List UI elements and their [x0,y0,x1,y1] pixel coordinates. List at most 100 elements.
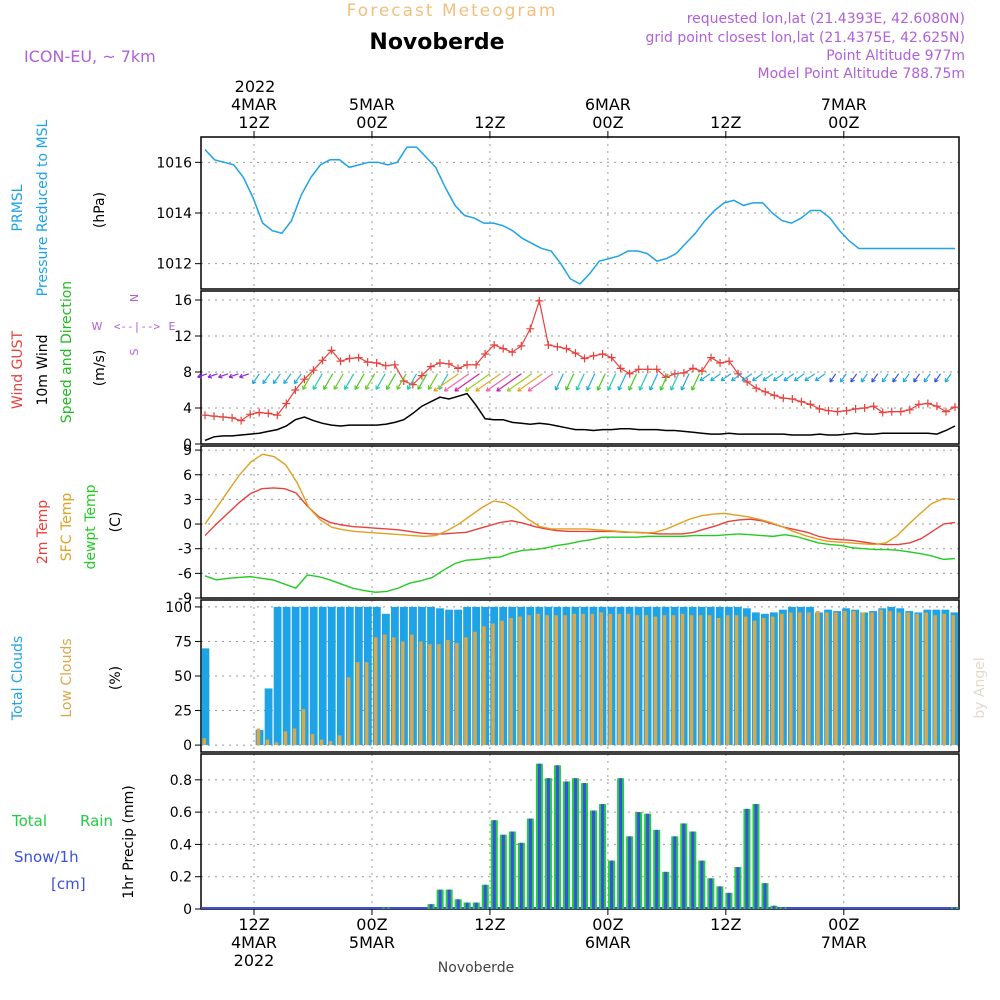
gust-marker [363,358,372,367]
low-cloud-bar [554,615,558,746]
wind-arrow-head [741,376,747,382]
snow-bar [772,905,776,909]
wind-arrow [475,373,501,392]
snow-label: Snow/1h [14,848,79,866]
gust-marker [472,360,481,369]
wind-arrow-head [783,376,789,382]
gust-marker [444,359,453,368]
y-tick-label: 1016 [156,155,192,171]
wind-arrow [302,373,313,390]
chart-top-title: Forecast Meteogram [347,1,558,21]
gust-marker [273,411,282,420]
wind-arrow [659,373,669,391]
sfctemp-label: SFC Temp [59,493,75,562]
wind-arrow-head [902,377,908,383]
compass-w: W [92,320,103,333]
wind-arrow [607,373,617,391]
panel-frame [200,753,960,910]
bottom-date-label: 6MAR [585,933,631,952]
snow-bar [736,867,740,909]
top-year-label: 2022 [235,77,276,96]
low-cloud-bar [599,612,604,746]
low-cloud-bar [346,677,351,746]
snow-bar [456,899,460,909]
wind-arrow-head [804,376,809,382]
wind-arrow [465,373,491,392]
wind-arrow [815,373,826,382]
bottom-hour-label: 12Z [710,915,741,934]
gust-marker [336,357,345,366]
y-tick-label: 6 [183,468,192,484]
wind-arrow-head [829,377,834,383]
snow-bar [564,781,568,909]
total-cloud-bar [318,606,327,746]
wind-arrow [272,373,281,384]
gust-marker [390,360,399,369]
temperature-labels: 2m Temp SFC Temp dewpt Temp (C) [35,484,124,569]
wind-arrow [680,373,690,391]
low-cloud-bar [482,626,486,746]
wind-arrow [752,373,763,382]
cloud-labels: Total Clouds Low Clouds (%) [10,636,124,721]
gust-marker [842,406,851,415]
total-cloud-bar [345,606,354,746]
wind-arrow-head [385,385,391,390]
total-label: Total [11,812,47,830]
bottom-year-label: 2022 [234,951,275,970]
low-cloud-bar [780,613,784,746]
wind-arrow-head [731,376,736,382]
y-tick-label: 0.4 [170,837,192,853]
gust-marker [670,369,679,378]
low-cloud-bar [256,728,261,746]
wind-arrow-head [433,387,438,392]
low-cloud-bar [942,613,946,746]
wind-arrow-head [628,386,633,391]
panel-frame [200,136,960,290]
wind-arrow-head [913,377,918,383]
snow-bar [429,904,433,909]
snow-bar [537,763,541,909]
wind-arrow [365,373,376,390]
low-cloud-bar [915,613,919,746]
low-cloud-bar [861,612,865,746]
snow-bar [718,886,722,909]
bottom-date-label: 7MAR [821,933,867,952]
gust-marker [851,404,860,413]
panels: 1012101410160481216-9-6-3036902550751000… [156,136,960,918]
wind-arrow [283,373,292,384]
wind-arrow [923,373,931,383]
snow-bar [610,860,614,909]
low-cloud-bar [951,615,955,746]
snow-bar [601,804,605,909]
wind-arrow-head [197,373,202,379]
wind-arrow [576,373,585,391]
wind-arrow [762,373,774,382]
wind-arrow [860,373,868,383]
y-tick-label: 9 [183,443,192,459]
wind-arrow [333,373,344,390]
snow-bar [483,884,487,909]
snow-bar [745,808,749,909]
low-cloud-bar [419,641,423,746]
gust-marker [679,368,688,377]
wind-arrow [323,373,334,390]
snow-bar [384,907,388,909]
y-tick-label: 0.2 [170,870,192,886]
snow-bar [763,883,767,909]
snow-bar [501,834,505,909]
gust-label: Wind GUST [10,330,26,409]
low-cloud-bar [761,617,766,746]
wind-arrow-head [262,379,267,385]
gust-marker [580,354,589,363]
wind-arrow-head [364,385,370,390]
wind-arrow [396,373,407,390]
wind-arrow-head [934,377,939,383]
gust-marker [761,387,770,396]
low-cloud-bar [789,612,793,746]
snow-bar [492,820,496,909]
low-cloud-bar [879,609,883,746]
wind-arrow-head [871,377,876,383]
gust-marker [625,369,634,378]
y-tick-label: 1014 [156,206,192,222]
